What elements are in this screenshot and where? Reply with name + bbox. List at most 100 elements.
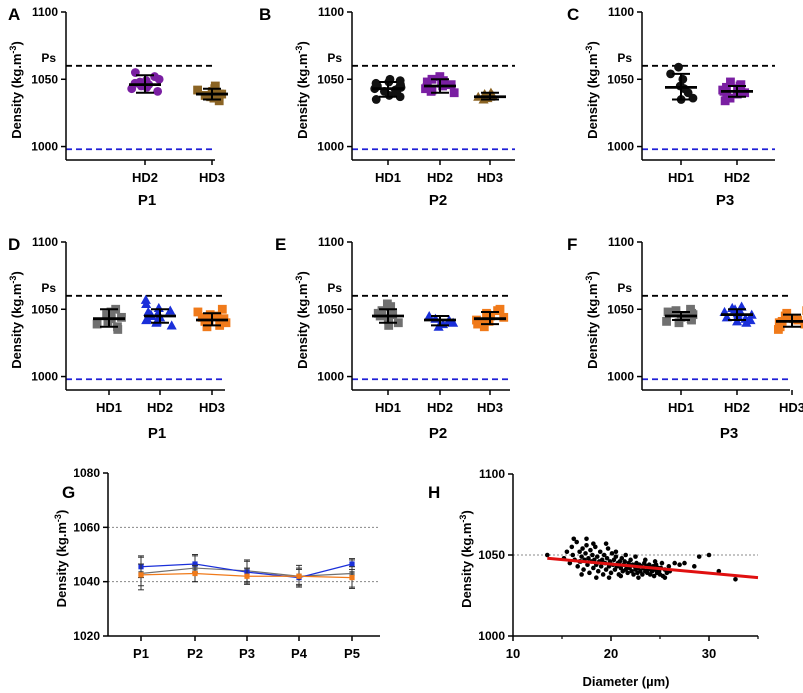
data-point bbox=[574, 539, 579, 545]
y-tick-label: 1100 bbox=[32, 5, 58, 19]
data-point bbox=[722, 82, 731, 92]
data-point bbox=[590, 552, 595, 558]
data-point bbox=[244, 573, 250, 579]
x-tick-label: P5 bbox=[344, 646, 360, 661]
data-point bbox=[165, 305, 176, 315]
panel-letter: H bbox=[428, 483, 440, 502]
x-tick-label: HD2 bbox=[147, 400, 173, 415]
data-point bbox=[153, 302, 164, 312]
data-point bbox=[613, 554, 619, 559]
data-point bbox=[640, 572, 645, 577]
data-point bbox=[422, 77, 432, 87]
data-point bbox=[594, 575, 599, 580]
data-point bbox=[662, 575, 668, 580]
data-point bbox=[674, 62, 683, 72]
data-point bbox=[585, 562, 590, 568]
y-tick-label: 1050 bbox=[31, 72, 58, 86]
x-tick-label: 30 bbox=[702, 646, 716, 661]
data-point bbox=[384, 321, 394, 330]
data-point bbox=[579, 554, 584, 559]
data-point bbox=[609, 551, 615, 556]
ps-label: Ps bbox=[41, 281, 56, 295]
y-tick-label: 1100 bbox=[32, 235, 58, 249]
data-point bbox=[377, 306, 387, 316]
y-tick-label: 1050 bbox=[478, 548, 505, 562]
data-point bbox=[584, 536, 589, 542]
panel-letter: D bbox=[8, 235, 20, 254]
data-point bbox=[205, 310, 215, 320]
data-point bbox=[591, 541, 596, 546]
data-point bbox=[584, 542, 589, 548]
x-tick-label: HD1 bbox=[96, 400, 122, 415]
data-point bbox=[143, 306, 154, 317]
data-point bbox=[591, 565, 596, 571]
data-point bbox=[643, 557, 648, 563]
data-point bbox=[599, 557, 605, 563]
x-tick-label: HD1 bbox=[668, 400, 694, 415]
data-point bbox=[192, 561, 198, 567]
y-tick-label: 1050 bbox=[607, 302, 634, 316]
data-point bbox=[138, 572, 144, 578]
y-axis-label: Density (kg.m-3) bbox=[8, 41, 24, 139]
y-tick-label: 1100 bbox=[608, 235, 634, 249]
data-point bbox=[349, 561, 355, 567]
data-point bbox=[789, 314, 799, 324]
data-point bbox=[570, 552, 576, 558]
panel-letter: C bbox=[567, 5, 579, 24]
regression-line bbox=[547, 556, 759, 580]
data-point bbox=[564, 549, 570, 555]
data-point bbox=[594, 554, 600, 559]
panel-letter: B bbox=[259, 5, 271, 24]
data-point bbox=[495, 304, 505, 314]
data-point bbox=[600, 572, 606, 577]
data-point bbox=[141, 76, 151, 86]
data-point bbox=[212, 311, 222, 321]
x-tick-label: 10 bbox=[506, 646, 520, 661]
data-point bbox=[652, 559, 658, 564]
data-point bbox=[608, 570, 614, 576]
data-point bbox=[631, 572, 636, 577]
x-tick-label: HD3 bbox=[477, 170, 503, 185]
data-point bbox=[150, 72, 160, 81]
data-point bbox=[581, 567, 586, 572]
panel-caption: P3 bbox=[720, 425, 738, 442]
x-tick-label: HD2 bbox=[427, 400, 453, 415]
data-point bbox=[666, 564, 672, 569]
y-tick-label: 1000 bbox=[607, 140, 634, 154]
x-tick-label: HD2 bbox=[724, 400, 750, 415]
data-point bbox=[193, 85, 202, 95]
data-point bbox=[716, 568, 722, 574]
data-point bbox=[686, 304, 695, 314]
data-point bbox=[603, 541, 609, 546]
ps-label: Ps bbox=[41, 51, 56, 65]
data-point bbox=[736, 80, 746, 90]
x-tick-label: HD2 bbox=[132, 170, 158, 185]
data-point bbox=[583, 551, 588, 556]
data-point bbox=[597, 549, 603, 555]
x-tick-label: HD2 bbox=[724, 170, 750, 185]
data-point bbox=[371, 95, 381, 104]
data-point bbox=[427, 85, 437, 95]
data-point bbox=[193, 307, 203, 317]
data-point bbox=[636, 575, 641, 580]
data-point bbox=[567, 560, 573, 566]
y-tick-label: 1000 bbox=[478, 629, 505, 643]
data-point bbox=[782, 308, 792, 318]
y-tick-label: 1000 bbox=[317, 140, 344, 154]
x-tick-label: HD3 bbox=[199, 170, 225, 185]
data-point bbox=[106, 307, 116, 317]
data-point bbox=[618, 573, 624, 579]
data-point bbox=[692, 564, 697, 569]
y-tick-label: 1050 bbox=[607, 72, 634, 86]
data-point bbox=[569, 544, 575, 550]
panel-caption: P2 bbox=[429, 425, 447, 442]
data-point bbox=[666, 69, 675, 79]
data-point bbox=[677, 562, 682, 568]
y-tick-label: 1050 bbox=[31, 302, 58, 316]
y-tick-label: 1000 bbox=[317, 370, 344, 384]
panel-letter: F bbox=[567, 235, 577, 254]
data-point bbox=[601, 552, 607, 558]
y-tick-label: 1060 bbox=[73, 520, 100, 534]
x-tick-label: P4 bbox=[291, 646, 308, 661]
data-point bbox=[625, 570, 630, 576]
